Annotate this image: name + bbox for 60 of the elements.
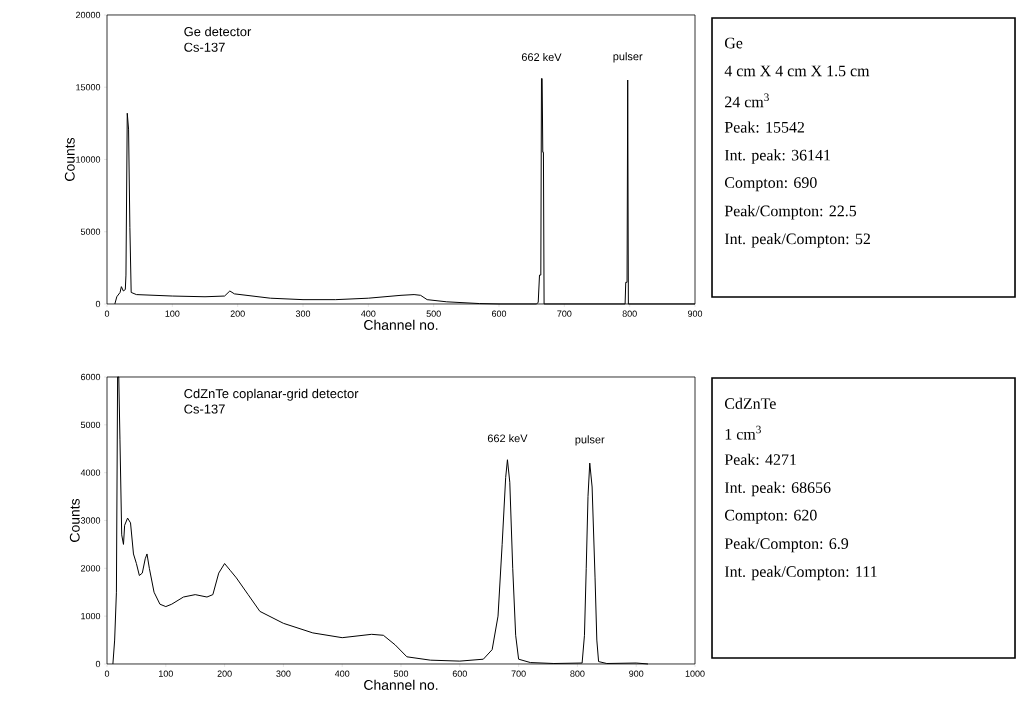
text: 24 cm$^{3}$ xyxy=(725,93,769,108)
text: CdZnTe xyxy=(724,397,776,409)
y-axis-title: Counts xyxy=(64,137,75,181)
y-axis-title: Counts xyxy=(69,498,80,542)
y-tick-label: 5000 xyxy=(80,228,101,235)
y-tick-label: 15000 xyxy=(76,84,101,91)
annotation: pulser xyxy=(575,435,605,446)
y-tick-label: 4000 xyxy=(80,469,101,476)
text: Int. peak/Compton: 111 xyxy=(724,565,877,581)
x-tick-label: 700 xyxy=(557,310,572,317)
y-tick-label: 20000 xyxy=(76,11,101,19)
x-tick-label: 800 xyxy=(570,670,585,677)
text: Int. peak: 36141 xyxy=(724,149,831,164)
text: Peak/Compton: 6.9 xyxy=(724,537,849,553)
text: 1 cm$^{3}$ xyxy=(725,425,761,440)
x-tick-label: 1000 xyxy=(685,670,705,677)
annotation: pulser xyxy=(613,52,643,63)
text: Int. peak/Compton: 52 xyxy=(724,233,871,248)
annotation: Cs-137 xyxy=(184,42,225,52)
x-tick-label: 400 xyxy=(361,310,376,317)
x-tick-label: 500 xyxy=(426,310,441,317)
x-tick-label: 300 xyxy=(295,310,311,317)
text: Peak: 4271 xyxy=(724,453,796,466)
x-tick-label: 700 xyxy=(511,670,526,677)
x-tick-label: 500 xyxy=(393,670,409,677)
y-tick-label: 0 xyxy=(95,300,101,308)
text: Int. peak: 68656 xyxy=(724,481,831,497)
x-tick-label: 400 xyxy=(334,670,350,677)
text: Peak/Compton: 22.5 xyxy=(724,205,857,220)
x-tick-label: 300 xyxy=(276,670,291,677)
x-tick-label: 100 xyxy=(165,310,180,317)
annotation: 662 keV xyxy=(521,53,562,62)
x-tick-label: 0 xyxy=(104,310,110,317)
x-tick-label: 600 xyxy=(452,670,467,677)
annotation: 662 keV xyxy=(487,434,528,443)
x-tick-label: 200 xyxy=(230,310,245,317)
x-tick-label: 100 xyxy=(159,670,173,677)
x-tick-label: 900 xyxy=(629,670,644,677)
y-tick-label: 2000 xyxy=(81,565,101,572)
text: Compton: 690 xyxy=(724,177,817,192)
y-tick-label: 1000 xyxy=(81,612,101,620)
text: Peak: 15542 xyxy=(724,121,805,133)
y-tick-label: 5000 xyxy=(80,421,101,428)
annotation: Ge detector xyxy=(184,26,252,37)
y-tick-label: 6000 xyxy=(81,373,101,381)
text: Compton: 620 xyxy=(724,509,817,524)
y-tick-label: 3000 xyxy=(80,517,101,524)
x-tick-label: 600 xyxy=(491,310,507,317)
x-tick-label: 200 xyxy=(217,670,232,677)
y-tick-label: 0 xyxy=(95,660,101,668)
x-axis-title: Channel no. xyxy=(364,319,438,330)
annotation: CdZnTe coplanar-grid detector xyxy=(184,388,359,401)
text: Ge xyxy=(724,37,743,49)
x-axis-title: Channel no. xyxy=(364,679,438,690)
x-tick-label: 0 xyxy=(104,670,110,677)
text: 4 cm X 4 cm X 1.5 cm xyxy=(724,65,870,77)
x-tick-label: 900 xyxy=(687,310,703,317)
x-tick-label: 800 xyxy=(622,310,637,317)
annotation: Cs-137 xyxy=(184,404,225,414)
y-tick-label: 10000 xyxy=(76,156,101,163)
